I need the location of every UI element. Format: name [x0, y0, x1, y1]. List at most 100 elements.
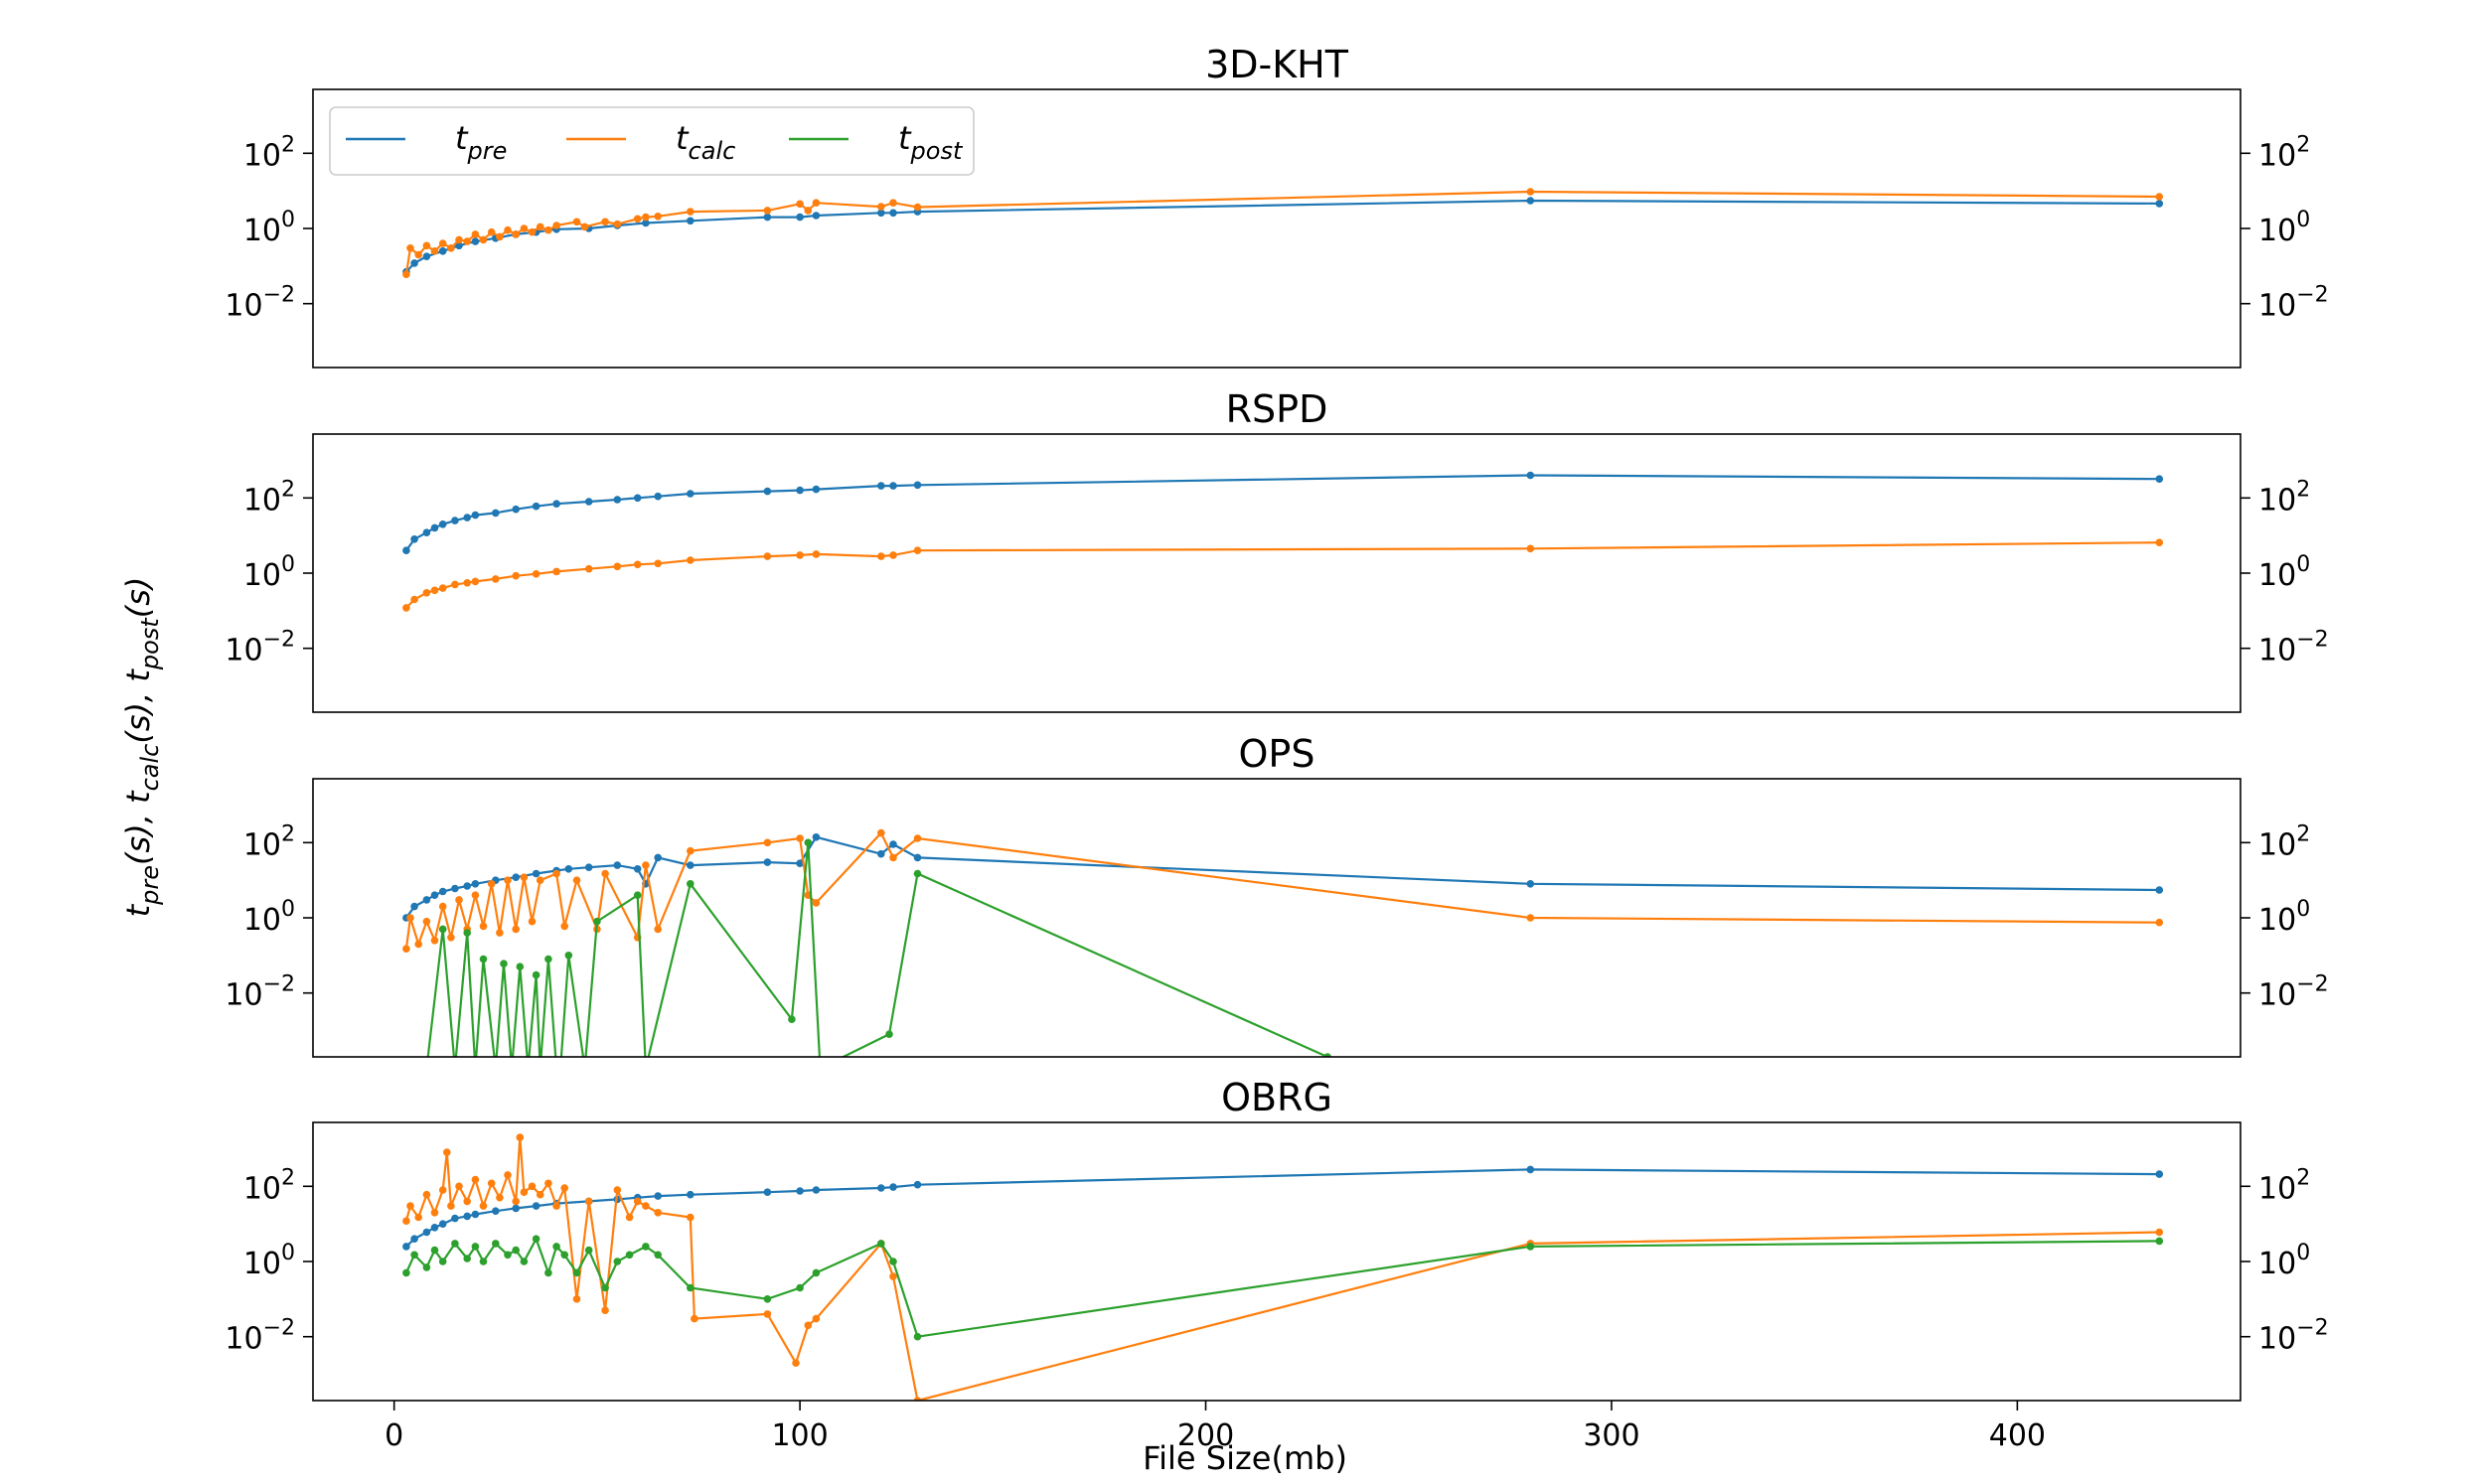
- data-point-calc: [496, 1193, 504, 1202]
- data-point-calc: [687, 1213, 695, 1222]
- data-point-calc: [633, 560, 642, 569]
- data-point-calc: [552, 869, 560, 878]
- data-point-calc: [528, 227, 537, 236]
- data-point-calc: [913, 546, 922, 554]
- data-point-pre: [410, 902, 418, 911]
- data-point-pre: [913, 853, 922, 862]
- data-point-pre: [889, 1183, 897, 1191]
- data-point-calc: [642, 213, 650, 222]
- data-point-calc: [913, 203, 922, 212]
- data-point-post: [687, 880, 695, 888]
- x-tick-label: 300: [1583, 1418, 1639, 1453]
- data-point-pre: [512, 505, 520, 514]
- data-point-pre: [451, 1214, 459, 1223]
- data-point-calc: [422, 589, 431, 597]
- panel-obrg: OBRG 10−2 10−2 100 100 102 102 0 100 200 300 400: [225, 1076, 2328, 1453]
- data-point-pre: [812, 212, 821, 220]
- legend: tpre tcalc tpost: [329, 106, 975, 176]
- data-point-pre: [1526, 471, 1535, 480]
- series-line-calc: [404, 830, 2160, 950]
- data-point-calc: [528, 917, 537, 926]
- data-point-calc: [691, 1314, 698, 1323]
- series-line-pre: [405, 1168, 2160, 1248]
- data-point-post: [423, 1065, 431, 1073]
- data-point-calc: [792, 1359, 800, 1367]
- data-point-calc: [889, 1272, 897, 1280]
- y-tick-label-right: 100: [2258, 208, 2310, 248]
- data-point-post: [642, 1065, 650, 1073]
- data-point-post: [817, 1065, 825, 1073]
- series-line-pre: [405, 474, 2160, 551]
- data-point-pre: [613, 861, 622, 869]
- legend-box: [329, 106, 975, 176]
- data-point-post: [544, 1268, 552, 1277]
- data-point-post: [564, 952, 573, 960]
- y-tick-label-right: 10−2: [2258, 283, 2329, 324]
- data-point-post: [537, 1065, 544, 1073]
- data-point-calc: [455, 235, 463, 244]
- data-point-post: [552, 1243, 560, 1251]
- data-point-post: [2155, 1237, 2164, 1246]
- data-point-pre: [492, 509, 500, 518]
- data-point-calc: [414, 250, 423, 259]
- data-point-calc: [443, 1148, 451, 1156]
- data-point-calc: [584, 564, 593, 573]
- data-point-pre: [796, 859, 804, 867]
- panel-ops: OPS 10−2 10−2 100 100 102 102: [225, 732, 2329, 1073]
- data-point-pre: [877, 209, 885, 218]
- data-point-pre: [654, 492, 662, 501]
- data-point-calc: [584, 1197, 593, 1206]
- y-tick-label-right: 102: [2258, 477, 2310, 518]
- data-point-calc: [625, 1213, 634, 1222]
- data-point-calc: [520, 1188, 529, 1196]
- data-point-calc: [410, 595, 418, 604]
- axes-frame: [312, 1121, 2241, 1402]
- data-point-pre: [438, 247, 447, 255]
- data-point-calc: [479, 922, 488, 931]
- data-point-post: [463, 929, 472, 937]
- data-point-calc: [804, 1321, 813, 1330]
- data-point-calc: [642, 1202, 650, 1210]
- series-group: [402, 188, 2164, 279]
- data-point-calc: [430, 247, 439, 255]
- data-point-pre: [2155, 1170, 2164, 1178]
- data-point-calc: [613, 1186, 622, 1194]
- data-point-pre: [532, 502, 541, 511]
- data-point-post: [812, 1268, 821, 1277]
- data-point-calc: [447, 244, 455, 252]
- data-point-pre: [422, 528, 431, 536]
- data-point-calc: [889, 551, 897, 559]
- data-point-calc: [471, 891, 480, 899]
- panel-3d-kht: 3D-KHT 10−2 10−2 100 100 102 102: [225, 43, 2329, 369]
- y-tick-label-right: 100: [2258, 897, 2310, 938]
- data-point-calc: [812, 1314, 821, 1323]
- panel-rspd: RSPD 10−2 10−2 100 100 102 102: [225, 387, 2329, 713]
- data-point-calc: [572, 876, 581, 884]
- data-point-calc: [430, 937, 439, 945]
- data-point-calc: [496, 232, 504, 241]
- data-point-calc: [438, 1186, 447, 1194]
- data-point-pre: [512, 1204, 520, 1213]
- data-point-post: [504, 1251, 512, 1260]
- data-point-calc: [763, 207, 772, 215]
- data-point-pre: [492, 1207, 500, 1215]
- data-point-pre: [471, 1210, 480, 1219]
- data-point-post: [520, 1258, 529, 1265]
- data-point-calc: [402, 604, 410, 612]
- data-point-calc: [2155, 918, 2164, 927]
- data-point-calc: [687, 208, 695, 216]
- panels: 3D-KHT 10−2 10−2 100 100 102 102 RSPD 10−2 10−2 10…: [225, 43, 2328, 1453]
- data-point-post: [479, 1258, 488, 1265]
- data-point-pre: [642, 219, 650, 227]
- data-point-pre: [763, 858, 772, 866]
- data-point-pre: [410, 259, 418, 267]
- data-point-calc: [532, 570, 541, 578]
- x-tick-label: 100: [771, 1418, 828, 1453]
- data-point-pre: [422, 252, 431, 260]
- data-point-post: [572, 1268, 581, 1277]
- x-tick-label: 200: [1177, 1418, 1234, 1453]
- data-point-calc: [451, 580, 459, 589]
- data-point-calc: [504, 876, 512, 884]
- x-tick-label: 0: [385, 1418, 403, 1453]
- data-point-calc: [796, 834, 804, 842]
